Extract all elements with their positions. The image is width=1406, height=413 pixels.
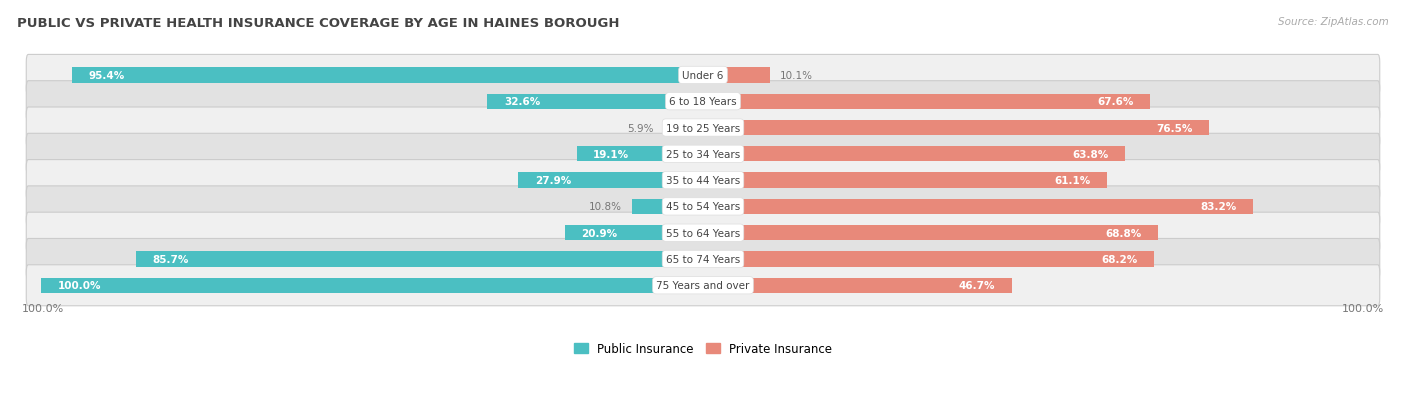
FancyBboxPatch shape <box>27 265 1379 306</box>
Bar <box>703 147 1125 162</box>
Text: 32.6%: 32.6% <box>503 97 540 107</box>
Text: 6 to 18 Years: 6 to 18 Years <box>669 97 737 107</box>
Bar <box>488 94 703 109</box>
Bar <box>703 94 1150 109</box>
Text: 61.1%: 61.1% <box>1054 176 1091 186</box>
Bar <box>41 278 703 293</box>
Bar <box>703 173 1107 188</box>
Text: 5.9%: 5.9% <box>627 123 654 133</box>
Text: Under 6: Under 6 <box>682 71 724 81</box>
Bar <box>703 252 1154 267</box>
FancyBboxPatch shape <box>27 160 1379 201</box>
Bar <box>519 173 703 188</box>
Text: 100.0%: 100.0% <box>1343 303 1385 313</box>
Bar <box>664 121 703 136</box>
Text: 76.5%: 76.5% <box>1156 123 1192 133</box>
Text: 100.0%: 100.0% <box>58 280 101 291</box>
Text: 65 to 74 Years: 65 to 74 Years <box>666 254 740 264</box>
FancyBboxPatch shape <box>27 134 1379 175</box>
FancyBboxPatch shape <box>27 81 1379 122</box>
Text: 68.8%: 68.8% <box>1105 228 1142 238</box>
Text: 19 to 25 Years: 19 to 25 Years <box>666 123 740 133</box>
Text: 10.8%: 10.8% <box>589 202 621 212</box>
Bar <box>631 199 703 214</box>
FancyBboxPatch shape <box>27 239 1379 280</box>
Legend: Public Insurance, Private Insurance: Public Insurance, Private Insurance <box>569 337 837 360</box>
Bar <box>703 199 1253 214</box>
FancyBboxPatch shape <box>27 55 1379 96</box>
Bar <box>703 121 1209 136</box>
Bar <box>576 147 703 162</box>
Text: 25 to 34 Years: 25 to 34 Years <box>666 150 740 159</box>
Text: 95.4%: 95.4% <box>89 71 125 81</box>
Text: 10.1%: 10.1% <box>780 71 813 81</box>
FancyBboxPatch shape <box>27 186 1379 227</box>
Text: 67.6%: 67.6% <box>1097 97 1133 107</box>
Text: 83.2%: 83.2% <box>1201 202 1237 212</box>
Text: 27.9%: 27.9% <box>534 176 571 186</box>
Bar <box>72 68 703 83</box>
Text: PUBLIC VS PRIVATE HEALTH INSURANCE COVERAGE BY AGE IN HAINES BOROUGH: PUBLIC VS PRIVATE HEALTH INSURANCE COVER… <box>17 17 620 29</box>
Text: 20.9%: 20.9% <box>581 228 617 238</box>
Bar <box>703 225 1159 241</box>
Text: 85.7%: 85.7% <box>153 254 188 264</box>
Text: 46.7%: 46.7% <box>959 280 995 291</box>
Text: 55 to 64 Years: 55 to 64 Years <box>666 228 740 238</box>
Bar <box>703 278 1012 293</box>
Text: 19.1%: 19.1% <box>593 150 630 159</box>
Text: 75 Years and over: 75 Years and over <box>657 280 749 291</box>
Text: 45 to 54 Years: 45 to 54 Years <box>666 202 740 212</box>
Bar <box>565 225 703 241</box>
FancyBboxPatch shape <box>27 213 1379 254</box>
Text: 35 to 44 Years: 35 to 44 Years <box>666 176 740 186</box>
FancyBboxPatch shape <box>27 108 1379 149</box>
Text: 100.0%: 100.0% <box>21 303 63 313</box>
Text: 63.8%: 63.8% <box>1073 150 1108 159</box>
Bar <box>136 252 703 267</box>
Bar <box>703 68 770 83</box>
Text: Source: ZipAtlas.com: Source: ZipAtlas.com <box>1278 17 1389 26</box>
Text: 68.2%: 68.2% <box>1101 254 1137 264</box>
